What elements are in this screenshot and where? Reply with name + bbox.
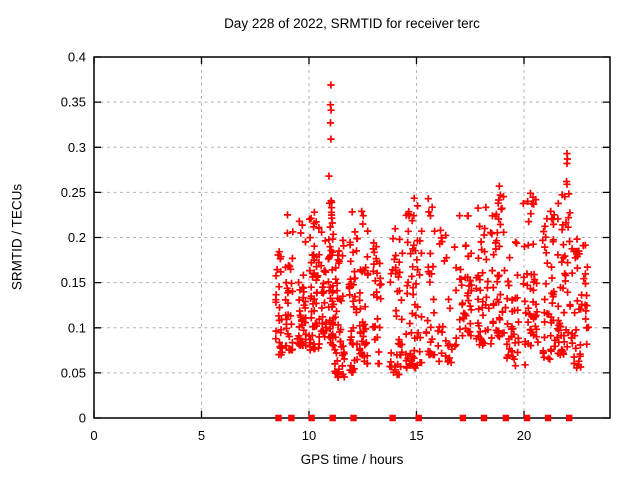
y-tick-label: 0 <box>79 411 86 426</box>
baseline-marker <box>275 414 573 422</box>
y-tick-label: 0.35 <box>61 95 86 110</box>
y-tick-label: 0.25 <box>61 185 86 200</box>
x-tick-label: 15 <box>409 428 423 443</box>
y-tick-label: 0.15 <box>61 275 86 290</box>
grid-lines <box>94 57 610 418</box>
y-tick-label: 0.1 <box>68 320 86 335</box>
x-axis-label: GPS time / hours <box>300 452 404 467</box>
x-tick-label: 10 <box>302 428 316 443</box>
x-tick-label: 5 <box>198 428 205 443</box>
y-tick-label: 0.2 <box>68 230 86 245</box>
x-tick-label: 0 <box>90 428 97 443</box>
y-tick-label: 0.3 <box>68 140 86 155</box>
plot-border <box>93 56 611 419</box>
chart-title: Day 228 of 2022, SRMTID for receiver ter… <box>224 16 480 31</box>
y-tick-label: 0.4 <box>68 50 86 65</box>
data-points <box>272 81 592 381</box>
axis-ticks <box>93 56 610 419</box>
y-tick-label: 0.05 <box>61 365 86 380</box>
x-tick-label: 20 <box>517 428 531 443</box>
